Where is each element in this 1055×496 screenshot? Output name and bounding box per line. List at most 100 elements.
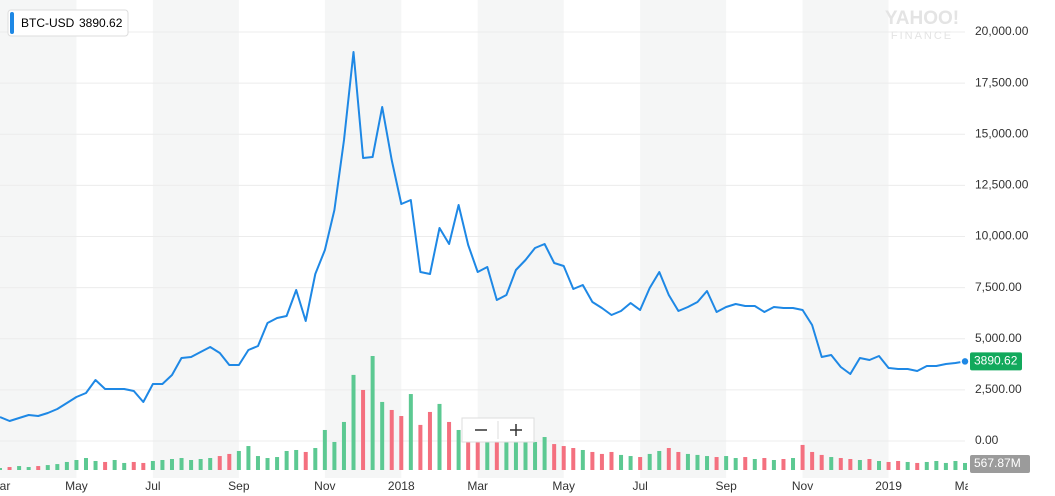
- volume-bar: [227, 453, 232, 470]
- volume-bar: [255, 456, 260, 470]
- volume-tag: [970, 455, 1030, 473]
- volume-bar: [810, 451, 815, 470]
- volume-bar: [963, 462, 967, 470]
- volume-bar: [619, 454, 624, 470]
- volume-bar: [83, 458, 88, 470]
- volume-bar: [150, 460, 155, 470]
- y-tick-label: 5,000.00: [975, 331, 1022, 345]
- x-tick-label: 2019: [875, 479, 902, 493]
- legend: BTC-USD 3890.62: [7, 9, 129, 37]
- volume-bar: [198, 459, 203, 470]
- x-tick-label: Nov: [792, 479, 813, 493]
- period-band: [152, 0, 239, 478]
- volume-bar: [590, 451, 595, 470]
- y-tick-label: 10,000.00: [975, 229, 1029, 243]
- volume-bar: [533, 441, 538, 470]
- volume-bar: [64, 461, 69, 470]
- volume-bar: [294, 449, 299, 470]
- volume-bar: [380, 401, 385, 470]
- volume-bar: [819, 454, 824, 470]
- volume-bar: [714, 457, 719, 470]
- volume-bar: [685, 453, 690, 470]
- volume-bar: [752, 459, 757, 470]
- volume-bar: [743, 457, 748, 470]
- volume-bar: [236, 450, 241, 470]
- volume-bar: [456, 429, 461, 470]
- volume-bar: [886, 461, 891, 470]
- x-tick-label: Mar: [955, 479, 976, 493]
- volume-bar: [7, 467, 12, 470]
- volume-bar: [322, 429, 327, 470]
- volume-bar: [657, 450, 662, 470]
- volume-bar: [924, 461, 929, 470]
- volume-bar: [504, 438, 509, 470]
- volume-bar: [571, 448, 576, 470]
- volume-bar: [705, 456, 710, 470]
- volume-bar: [628, 456, 633, 470]
- volume-bar: [542, 437, 547, 470]
- volume-bar: [857, 459, 862, 470]
- volume-bar: [915, 462, 920, 470]
- x-tick-label: May: [552, 479, 575, 493]
- volume-bar: [284, 450, 289, 470]
- volume-bar: [762, 458, 767, 470]
- volume-bar: [408, 394, 413, 470]
- volume-bar: [580, 449, 585, 470]
- price-line: [0, 51, 966, 422]
- period-band: [802, 0, 889, 478]
- y-tick-label: 12,500.00: [975, 178, 1029, 192]
- volume-bar: [867, 459, 872, 470]
- legend-value: 3890.62: [79, 16, 123, 30]
- volume-bar: [418, 424, 423, 470]
- volume-bar: [217, 456, 222, 470]
- volume-bar: [609, 451, 614, 470]
- volume-bar: [733, 458, 738, 470]
- last-price-tag: [970, 352, 1022, 371]
- volume-bar: [169, 459, 174, 470]
- volume-bar: [781, 459, 786, 470]
- volume-bar: [848, 459, 853, 470]
- zoom-in[interactable]: [510, 424, 522, 436]
- y-tick-label: 0.00: [975, 433, 999, 447]
- volume-bar: [905, 461, 910, 470]
- last-price-label: 3890.62: [974, 354, 1018, 368]
- volume-bar: [513, 436, 518, 470]
- volume-bar: [370, 356, 375, 470]
- volume-bar: [160, 459, 165, 470]
- x-tick-label: Jul: [145, 479, 160, 493]
- x-tick-label: Nov: [314, 479, 335, 493]
- volume-bar: [131, 461, 136, 470]
- legend-swatch: [10, 12, 14, 34]
- volume-label: 567.87M: [974, 456, 1021, 470]
- volume-bar: [943, 462, 948, 470]
- volume-bar: [638, 457, 643, 470]
- volume-bar: [26, 467, 31, 470]
- volume-bar: [771, 459, 776, 470]
- volume-bar: [724, 456, 729, 470]
- volume-bar: [341, 421, 346, 470]
- y-tick-label: 20,000.00: [975, 24, 1029, 38]
- volume-bar: [475, 432, 480, 470]
- period-band: [477, 0, 564, 478]
- volume-bar: [599, 453, 604, 470]
- zoom-controls: [461, 417, 535, 443]
- period-band: [0, 0, 77, 478]
- volume-bar: [112, 459, 117, 470]
- volume-bar: [838, 458, 843, 470]
- volume-bar: [275, 457, 280, 470]
- y-tick-label: 17,500.00: [975, 75, 1029, 89]
- volume-bar: [189, 459, 194, 470]
- x-tick-label: Sep: [715, 479, 737, 493]
- volume-bar: [265, 458, 270, 470]
- volume-bar: [389, 409, 394, 470]
- volume-bar: [896, 460, 901, 470]
- legend-name: BTC-USD: [21, 16, 75, 30]
- volume-bar: [36, 466, 41, 470]
- volume-bar: [361, 389, 366, 470]
- volume-bar: [829, 457, 834, 470]
- volume-bar: [351, 374, 356, 470]
- volume-bar: [313, 448, 318, 470]
- volume-bar: [55, 464, 60, 470]
- volume-bar: [695, 454, 700, 470]
